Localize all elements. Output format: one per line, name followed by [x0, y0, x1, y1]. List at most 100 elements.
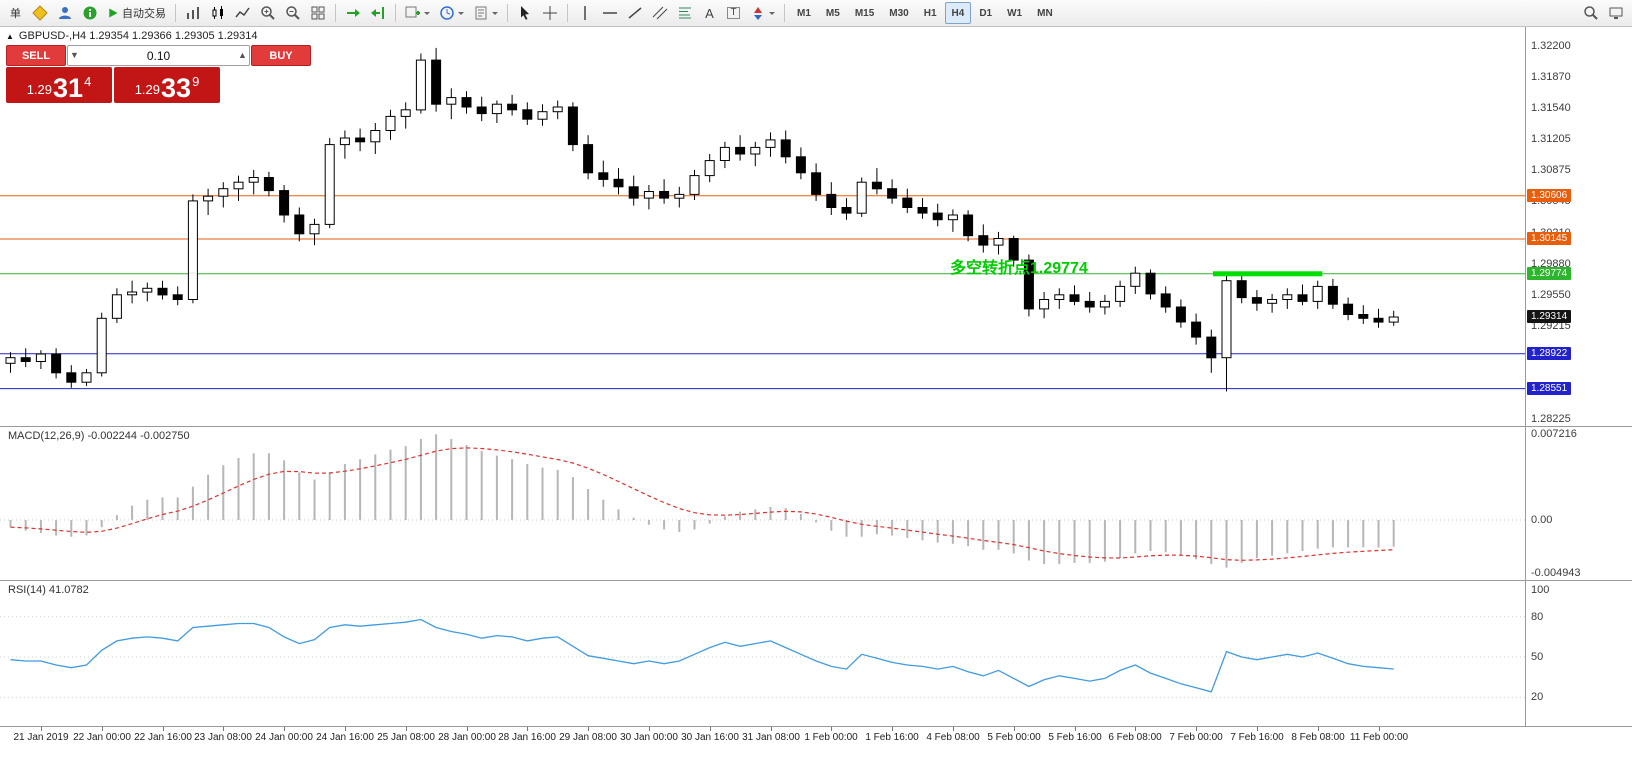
- pane-divider[interactable]: [0, 580, 1632, 581]
- timeframe-m15-button[interactable]: M15: [854, 7, 875, 19]
- toolbar: 单 自动交易: [0, 0, 1632, 27]
- data-window-icon: [1609, 7, 1623, 19]
- candlestick-chart[interactable]: [0, 27, 1525, 426]
- order-window-button[interactable]: [28, 2, 52, 24]
- buy-button[interactable]: BUY: [251, 45, 311, 66]
- chart-shift-icon: [371, 7, 384, 19]
- price-axis[interactable]: 1.322001.318701.315401.312051.308751.305…: [1526, 27, 1632, 426]
- candlestick-chart-button[interactable]: [206, 2, 230, 24]
- time-tick: [41, 727, 42, 731]
- rsi-line: [10, 618, 1394, 693]
- volume-increase-button[interactable]: ▲: [238, 50, 247, 60]
- macd-label: MACD(12,26,9) -0.002244 -0.002750: [8, 430, 190, 442]
- macd-axis-tick: 0.00: [1531, 514, 1553, 526]
- trendline-icon: [628, 7, 642, 19]
- timeframe-m5-button[interactable]: M5: [825, 7, 840, 19]
- price-line-label-1.30606: 1.30606: [1527, 189, 1572, 202]
- price-chart-pane[interactable]: ▲ GBPUSD-,H4 1.29354 1.29366 1.29305 1.2…: [0, 27, 1525, 426]
- vertical-line-tool-button[interactable]: [573, 2, 597, 24]
- line-chart-icon: [235, 7, 250, 18]
- timeframe-h1-button[interactable]: H1: [923, 7, 937, 19]
- pane-divider[interactable]: [0, 726, 1632, 727]
- time-label: 6 Feb 08:00: [1108, 732, 1162, 743]
- timeframe-d1-button[interactable]: D1: [979, 7, 993, 19]
- timeframe-m30-button[interactable]: M30: [889, 7, 909, 19]
- symbol-ohlc-text: GBPUSD-,H4 1.29354 1.29366 1.29305 1.293…: [18, 30, 258, 42]
- time-label: 29 Jan 08:00: [559, 732, 617, 743]
- macd-axis-tick: 0.007216: [1531, 428, 1577, 440]
- dropdown-caret: [424, 11, 430, 18]
- one-click-collapse-arrow[interactable]: ▲: [6, 31, 14, 41]
- time-tick: [1318, 727, 1319, 731]
- time-tick: [1257, 727, 1258, 731]
- accounts-button[interactable]: [53, 2, 77, 24]
- time-label: 1 Feb 00:00: [804, 732, 858, 743]
- volume-input[interactable]: [81, 48, 236, 63]
- time-tick: [1379, 727, 1380, 731]
- templates-button[interactable]: [469, 2, 502, 24]
- rsi-panel[interactable]: RSI(14) 41.0782: [0, 581, 1525, 726]
- pane-divider[interactable]: [0, 426, 1632, 427]
- time-tick: [1014, 727, 1015, 731]
- trendline-tool-button[interactable]: [623, 2, 647, 24]
- time-axis[interactable]: 21 Jan 2019 22 Jan 00:00 22 Jan 16:00 23 Ja…: [0, 727, 1632, 747]
- sell-button[interactable]: SELL: [6, 45, 66, 66]
- time-tick: [284, 727, 285, 731]
- time-tick: [406, 727, 407, 731]
- volume-decrease-button[interactable]: ▼: [70, 50, 79, 60]
- rsi-chart[interactable]: [0, 581, 1525, 726]
- tile-windows-button[interactable]: [306, 2, 330, 24]
- macd-chart[interactable]: [0, 427, 1525, 580]
- macd-axis[interactable]: 0.007216 0.00 -0.004943: [1526, 427, 1632, 580]
- zoom-out-button[interactable]: [281, 2, 305, 24]
- periods-button[interactable]: [435, 2, 468, 24]
- zoom-in-icon: [261, 6, 275, 20]
- price-tick: 1.29215: [1531, 320, 1571, 332]
- chart-annotation-text[interactable]: 多空转折点1.29774: [950, 260, 1088, 277]
- fibonacci-icon: [679, 7, 691, 19]
- arrows-tool-button[interactable]: [746, 2, 779, 24]
- fibonacci-tool-button[interactable]: [673, 2, 697, 24]
- buy-price-button[interactable]: 1.29 33 9: [114, 67, 220, 103]
- price-line-label-1.28922: 1.28922: [1527, 347, 1572, 360]
- time-tick: [467, 727, 468, 731]
- help-button[interactable]: [78, 2, 102, 24]
- new-order-button[interactable]: 单: [4, 2, 27, 24]
- price-line-label-1.29774: 1.29774: [1527, 267, 1572, 280]
- time-label: 30 Jan 00:00: [620, 732, 678, 743]
- indicators-button[interactable]: [401, 2, 434, 24]
- horizontal-line-tool-button[interactable]: [598, 2, 622, 24]
- macd-panel[interactable]: MACD(12,26,9) -0.002244 -0.002750: [0, 427, 1525, 580]
- time-label: 8 Feb 08:00: [1291, 732, 1345, 743]
- timeframe-h4-button[interactable]: H4: [944, 2, 972, 24]
- price-tick: 1.30875: [1531, 164, 1571, 176]
- cursor-tool-button[interactable]: [513, 2, 537, 24]
- channel-tool-button[interactable]: [648, 2, 672, 24]
- time-tick: [1135, 727, 1136, 731]
- auto-scroll-button[interactable]: [341, 2, 365, 24]
- sell-price-button[interactable]: 1.29 31 4: [6, 67, 112, 103]
- timeframe-m1-button[interactable]: M1: [797, 7, 811, 19]
- support-highlight-segment[interactable]: [1212, 271, 1323, 277]
- rsi-axis[interactable]: 100 80 50 20: [1526, 581, 1632, 726]
- line-chart-button[interactable]: [231, 2, 255, 24]
- toolbar-separator: [175, 4, 176, 22]
- text-label-tool-button[interactable]: T: [722, 2, 745, 24]
- bar-chart-button[interactable]: [181, 2, 205, 24]
- data-window-button[interactable]: [1604, 2, 1628, 24]
- chart-shift-button[interactable]: [366, 2, 390, 24]
- price-tick: 1.29550: [1531, 289, 1571, 301]
- time-label: 31 Jan 08:00: [742, 732, 800, 743]
- search-button[interactable]: [1579, 2, 1603, 24]
- zoom-in-button[interactable]: [256, 2, 280, 24]
- timeframe-mn-button[interactable]: MN: [1037, 7, 1053, 19]
- autotrading-label: 自动交易: [122, 8, 166, 20]
- autotrading-button[interactable]: 自动交易: [103, 2, 170, 24]
- bar-chart-icon: [187, 7, 199, 19]
- sell-price-pip: 4: [84, 74, 92, 89]
- tile-windows-icon: [311, 6, 325, 20]
- timeframe-w1-button[interactable]: W1: [1007, 7, 1023, 19]
- time-tick: [527, 727, 528, 731]
- crosshair-tool-button[interactable]: [538, 2, 562, 24]
- text-tool-button[interactable]: A: [698, 2, 721, 24]
